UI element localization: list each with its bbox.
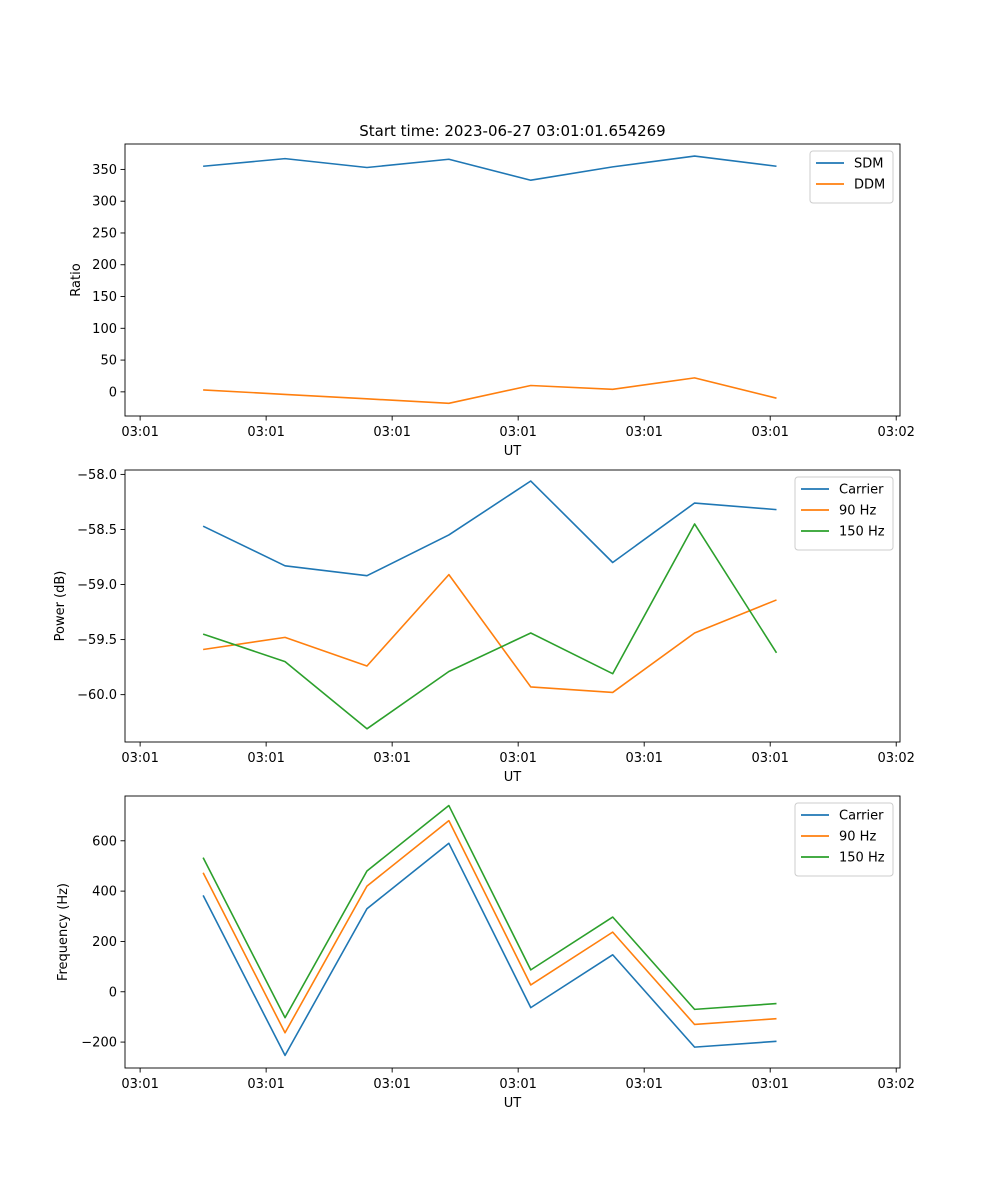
x-axis-label: UT [504, 1096, 522, 1111]
x-tick-label: 03:02 [877, 751, 914, 766]
x-tick-label: 03:02 [877, 1077, 914, 1092]
x-tick-label: 03:01 [625, 425, 662, 440]
y-tick-label: 350 [92, 163, 117, 178]
y-tick-label: 0 [109, 385, 117, 400]
x-tick-label: 03:01 [247, 1077, 284, 1092]
legend: SDM DDM [809, 150, 894, 204]
series-line-carrier [202, 842, 777, 1057]
legend-box [809, 150, 894, 204]
legend-label: 90 Hz [839, 830, 876, 845]
series-line-sdm [203, 155, 777, 182]
x-tick-label: 03:01 [751, 1077, 788, 1092]
chart-panel-1: 03:01 03:01 03:01 03:01 03:01 03:01 03:02 0 50 10… [69, 122, 915, 459]
x-tick-label: 03:01 [373, 425, 410, 440]
y-tick-label: 200 [92, 935, 117, 950]
x-tick-label: 03:01 [121, 425, 158, 440]
x-tick-label: 03:01 [121, 751, 158, 766]
x-tick-label: 03:01 [499, 751, 536, 766]
y-tick-label: −59.0 [77, 578, 117, 593]
legend-label: Carrier [839, 809, 884, 824]
x-tick-label: 03:02 [877, 425, 914, 440]
x-tick-label: 03:01 [121, 1077, 158, 1092]
legend: Carrier 90 Hz 150 Hz [794, 476, 894, 551]
y-axis-label: Frequency (Hz) [56, 883, 71, 981]
legend-label: 150 Hz [839, 851, 885, 866]
x-tick-label: 03:01 [499, 1077, 536, 1092]
x-tick-label: 03:01 [499, 425, 536, 440]
legend-label: DDM [854, 178, 885, 193]
y-axis-label: Ratio [69, 263, 84, 296]
legend-label: SDM [854, 157, 883, 172]
x-tick-label: 03:01 [373, 1077, 410, 1092]
series-line-90-hz [202, 819, 777, 1034]
y-tick-label: 0 [109, 985, 117, 1000]
x-tick-label: 03:01 [625, 751, 662, 766]
y-tick-label: −60.0 [77, 688, 117, 703]
y-tick-label: 400 [92, 885, 117, 900]
axes-frame [124, 795, 901, 1069]
y-tick-label: 200 [92, 258, 117, 273]
series-line-carrier [202, 480, 777, 577]
y-tick-label: 250 [92, 226, 117, 241]
y-tick-label: −58.0 [77, 468, 117, 483]
x-tick-label: 03:01 [247, 751, 284, 766]
chart-title: Start time: 2023-06-27 03:01:01.654269 [359, 122, 665, 140]
legend-label: Carrier [839, 483, 884, 498]
y-tick-label: −200 [81, 1036, 117, 1051]
y-tick-label: 300 [92, 195, 117, 210]
axes-frame [124, 143, 901, 417]
series-line-ddm [203, 377, 777, 405]
x-axis-label: UT [504, 770, 522, 785]
y-tick-label: 600 [92, 834, 117, 849]
x-tick-label: 03:01 [247, 425, 284, 440]
y-tick-label: 100 [92, 322, 117, 337]
legend-label: 90 Hz [839, 504, 876, 519]
series-line-150-hz [202, 523, 778, 730]
series-line-150-hz [202, 804, 777, 1019]
legend: Carrier 90 Hz 150 Hz [794, 802, 894, 877]
y-tick-label: 50 [100, 354, 117, 369]
x-tick-label: 03:01 [625, 1077, 662, 1092]
chart-panel-2: 03:01 03:01 03:01 03:01 03:01 03:01 03:02 −60.0… [53, 468, 915, 785]
y-axis-label: Power (dB) [53, 571, 68, 642]
x-axis-label: UT [504, 444, 522, 459]
legend-label: 150 Hz [839, 525, 885, 540]
x-tick-label: 03:01 [751, 425, 788, 440]
y-tick-label: −58.5 [77, 523, 117, 538]
chart-panel-3: 03:01 03:01 03:01 03:01 03:01 03:01 03:02 −200 0… [56, 795, 915, 1111]
y-tick-label: −59.5 [77, 633, 117, 648]
axes-frame [124, 469, 901, 743]
x-tick-label: 03:01 [751, 751, 788, 766]
x-tick-label: 03:01 [373, 751, 410, 766]
series-line-90-hz [203, 573, 777, 694]
y-tick-label: 150 [92, 290, 117, 305]
